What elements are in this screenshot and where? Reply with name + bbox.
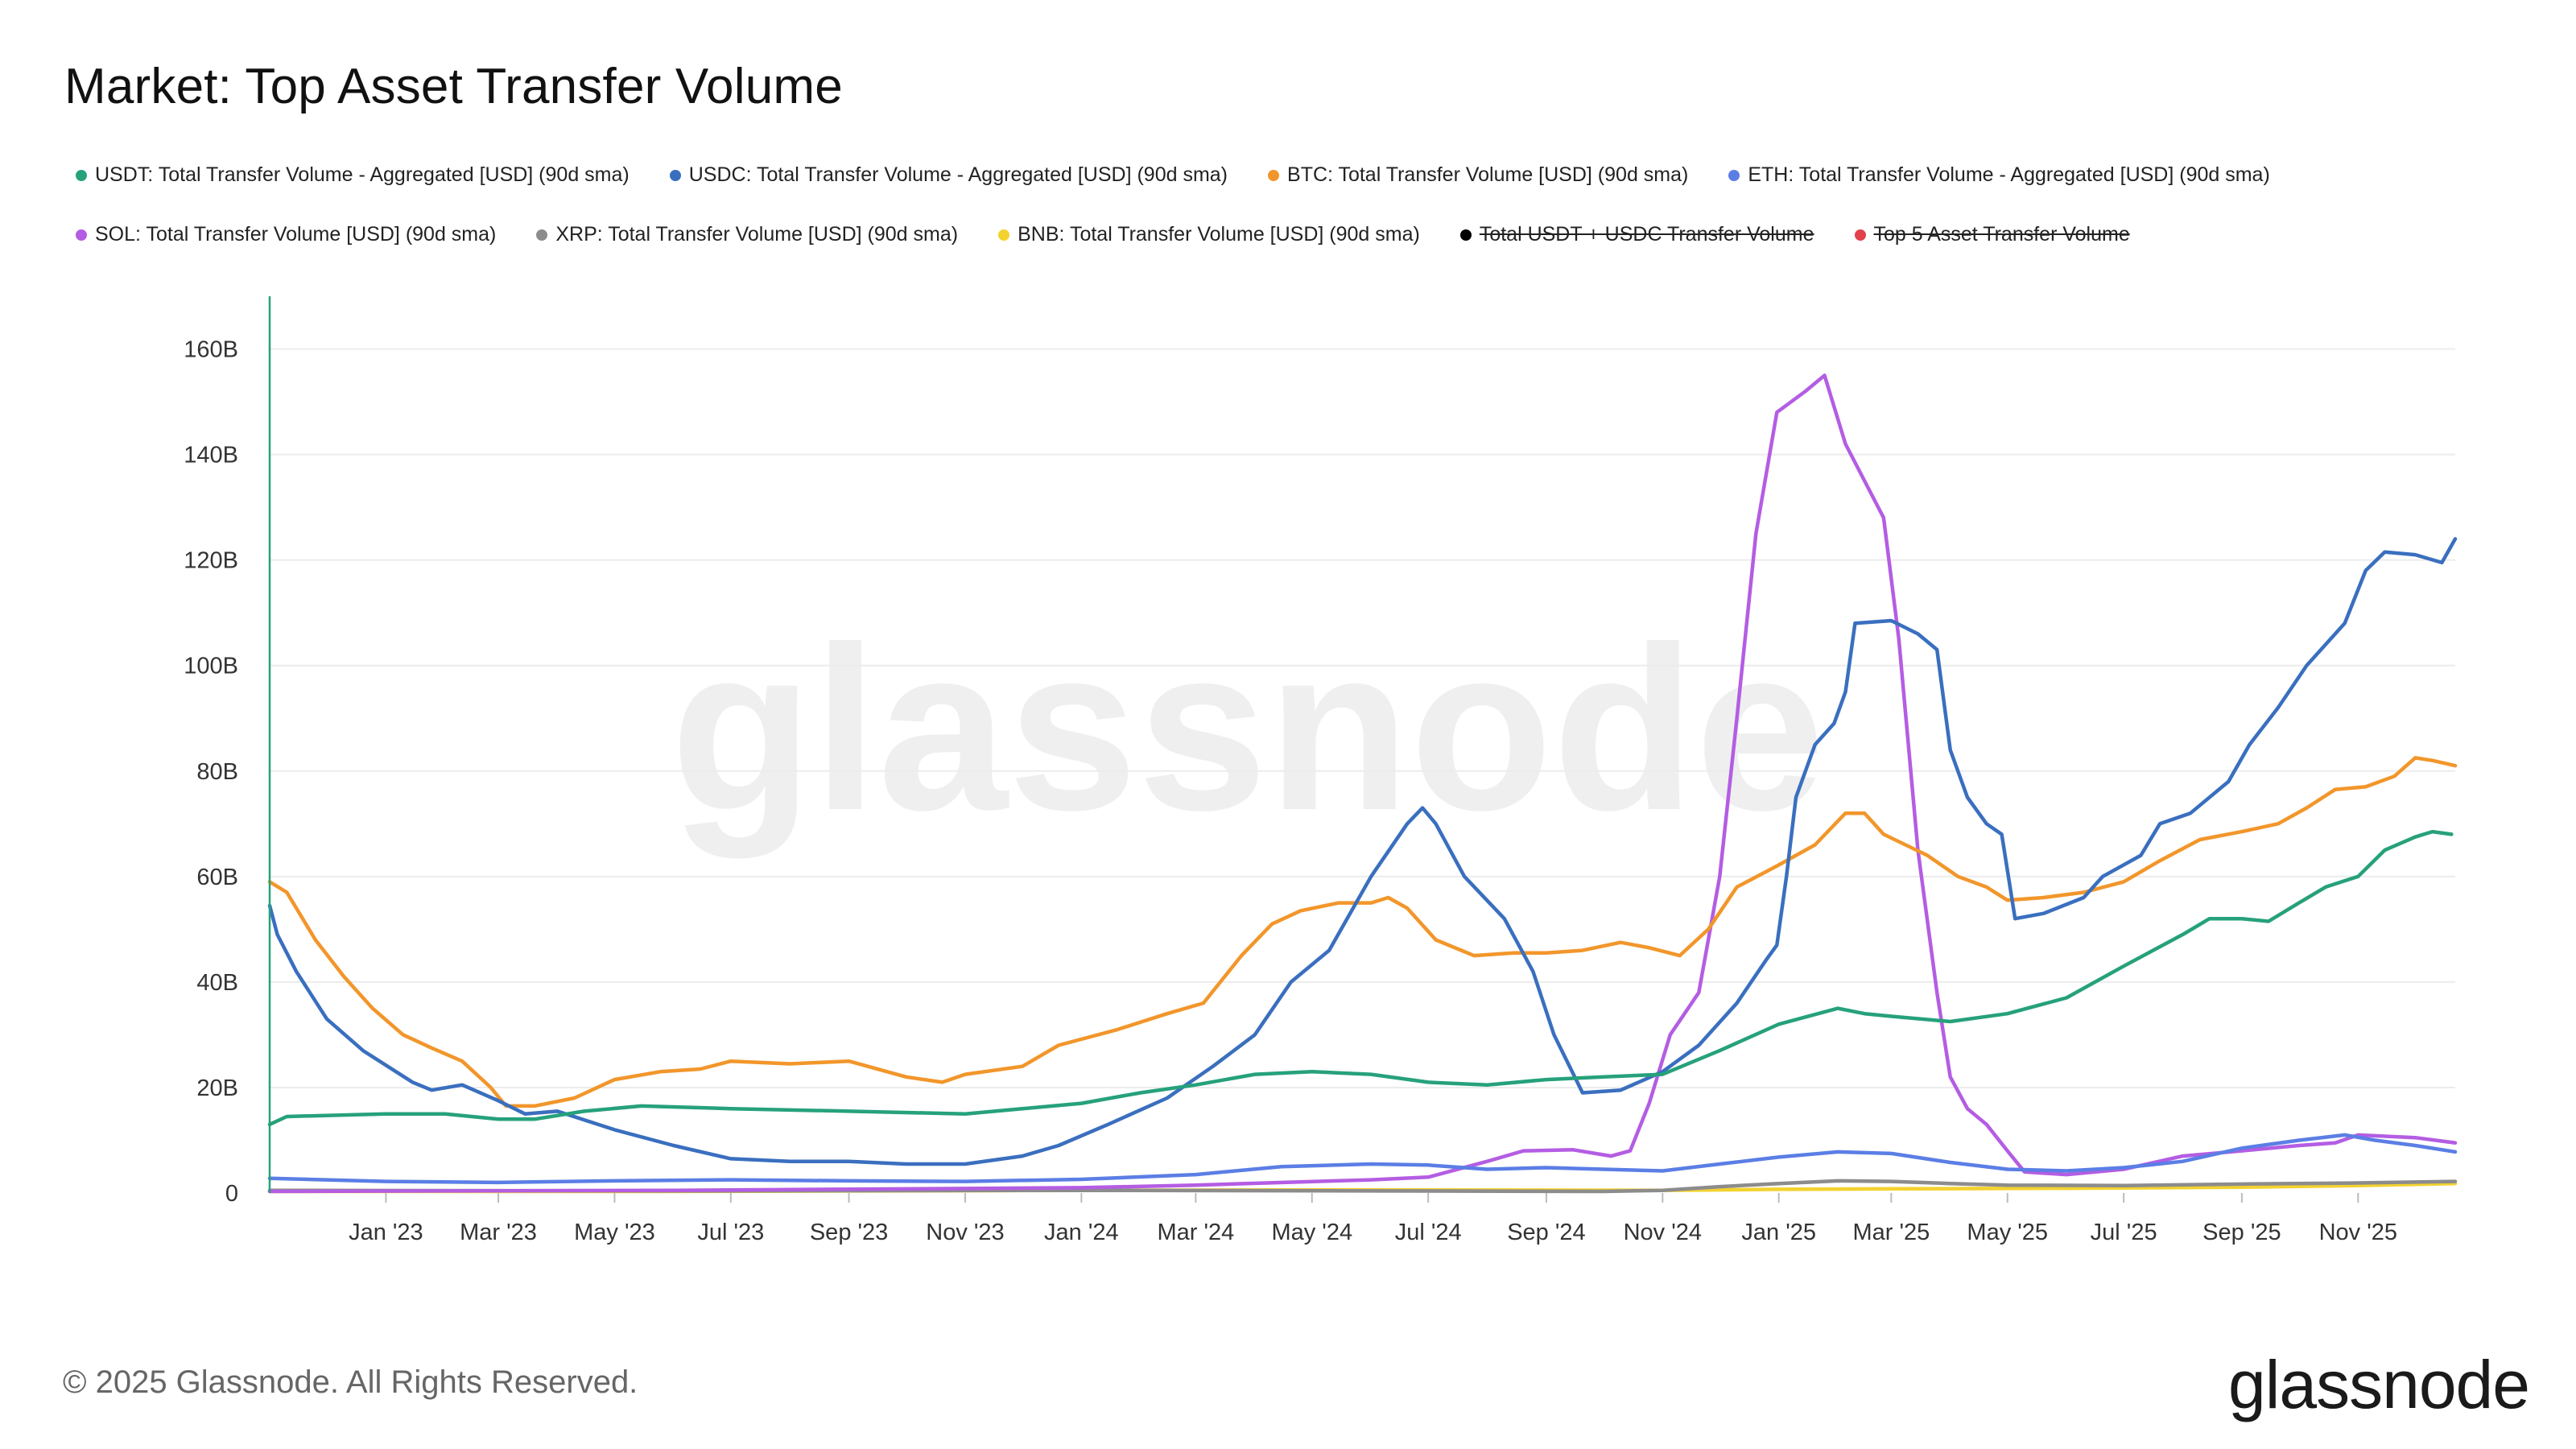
chart-title: Market: Top Asset Transfer Volume: [64, 59, 843, 114]
legend-item[interactable]: BTC: Total Transfer Volume [USD] (90d sm…: [1268, 163, 1688, 187]
legend-item[interactable]: ETH: Total Transfer Volume - Aggregated …: [1728, 163, 2270, 187]
footer-logo: glassnode: [2228, 1347, 2530, 1422]
series-line-2: [267, 756, 2458, 1108]
legend-row-1: USDT: Total Transfer Volume - Aggregated…: [76, 163, 2310, 187]
legend-dot-icon: [1728, 169, 1740, 181]
series-lines: [267, 374, 2458, 1194]
legend-label: Top 5 Asset Transfer Volume: [1873, 223, 2130, 246]
y-tick-label: 0: [225, 1181, 238, 1207]
legend-label: BNB: Total Transfer Volume [USD] (90d sm…: [1018, 223, 1420, 246]
y-axis: 0 20B 40B 60B 80B 100B 120B 140B 160B: [184, 337, 238, 1207]
y-tick-label: 120B: [184, 548, 238, 574]
y-tick-label: 40B: [196, 970, 238, 996]
series-line-4: [267, 374, 2458, 1194]
series-line-3: [267, 1133, 2458, 1185]
legend-dot-icon: [1268, 169, 1280, 181]
x-tick-label: Jan '23: [349, 1220, 423, 1245]
legend-item[interactable]: USDT: Total Transfer Volume - Aggregated…: [76, 163, 630, 187]
x-tick-label: Sep '24: [1507, 1220, 1585, 1245]
legend-label: USDT: Total Transfer Volume - Aggregated…: [95, 163, 630, 186]
y-tick-label: 60B: [196, 865, 238, 890]
y-tick-label: 20B: [196, 1075, 238, 1101]
legend-item[interactable]: USDC: Total Transfer Volume - Aggregated…: [669, 163, 1228, 187]
legend-item[interactable]: XRP: Total Transfer Volume [USD] (90d sm…: [536, 223, 958, 246]
legend-item[interactable]: SOL: Total Transfer Volume [USD] (90d sm…: [76, 223, 496, 246]
legend-label: XRP: Total Transfer Volume [USD] (90d sm…: [555, 223, 959, 246]
legend-dot-icon: [669, 169, 681, 181]
gridlines: [270, 348, 2455, 1088]
x-tick-label: May '25: [1967, 1220, 2048, 1245]
legend-dot-icon: [76, 169, 87, 181]
x-tick-label: Jul '25: [2091, 1220, 2157, 1245]
y-tick-label: 100B: [184, 654, 238, 679]
legend-item[interactable]: BNB: Total Transfer Volume [USD] (90d sm…: [998, 223, 1420, 246]
legend-dot-icon: [1854, 229, 1866, 241]
x-tick-label: Jan '24: [1044, 1220, 1119, 1245]
x-axis: Jan '23 Mar '23 May '23 Jul '23 Sep '23 Nov '…: [349, 1193, 2397, 1245]
x-tick-label: Nov '24: [1624, 1220, 1702, 1245]
legend-item[interactable]: Total USDT + USDC Transfer Volume: [1459, 223, 1814, 246]
x-tick-label: Mar '25: [1852, 1220, 1930, 1245]
legend-label: Total USDT + USDC Transfer Volume: [1479, 223, 1814, 246]
x-tick-label: Jan '25: [1741, 1220, 1816, 1245]
x-tick-label: Mar '23: [460, 1220, 537, 1245]
legend-label: BTC: Total Transfer Volume [USD] (90d sm…: [1287, 163, 1689, 186]
series-line-0: [267, 829, 2454, 1127]
x-tick-label: May '24: [1271, 1220, 1352, 1245]
series-line-1: [267, 537, 2458, 1166]
legend-dot-icon: [998, 229, 1010, 241]
series-line-5: [267, 1179, 2458, 1194]
x-tick-label: May '23: [574, 1220, 655, 1245]
legend-row-2: SOL: Total Transfer Volume [USD] (90d sm…: [76, 223, 2170, 246]
legend-item[interactable]: Top 5 Asset Transfer Volume: [1854, 223, 2130, 246]
legend-label: ETH: Total Transfer Volume - Aggregated …: [1748, 163, 2270, 186]
x-tick-label: Sep '25: [2202, 1220, 2281, 1245]
legend-label: SOL: Total Transfer Volume [USD] (90d sm…: [95, 223, 497, 246]
y-tick-label: 140B: [184, 443, 238, 469]
legend-label: USDC: Total Transfer Volume - Aggregated…: [688, 163, 1228, 186]
x-tick-label: Nov '25: [2319, 1220, 2397, 1245]
watermark-text: glassnode: [671, 598, 1825, 860]
x-tick-label: Nov '23: [926, 1220, 1004, 1245]
x-tick-label: Mar '24: [1157, 1220, 1234, 1245]
legend-dot-icon: [1459, 229, 1472, 241]
legend-dot-icon: [536, 229, 548, 241]
footer-copyright: © 2025 Glassnode. All Rights Reserved.: [63, 1364, 638, 1400]
y-tick-label: 80B: [196, 759, 238, 785]
legend-dot-icon: [76, 229, 87, 241]
x-tick-label: Jul '23: [697, 1220, 764, 1245]
y-tick-label: 160B: [184, 337, 238, 363]
x-tick-label: Sep '23: [810, 1220, 888, 1245]
x-tick-label: Jul '24: [1395, 1220, 1462, 1245]
